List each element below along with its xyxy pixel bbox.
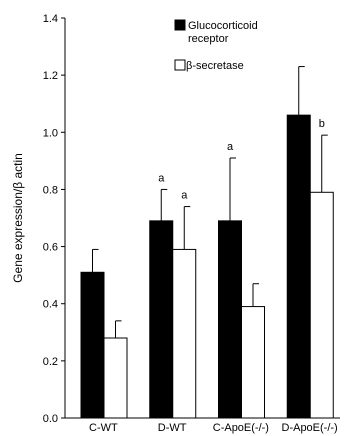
axes: [64, 18, 340, 419]
y-tick-label: 0.8: [43, 184, 58, 196]
bar-glucocorticoid-receptor: [218, 220, 242, 419]
bar-beta-secretase: [309, 191, 334, 419]
bar-beta-secretase: [103, 337, 128, 419]
bar-glucocorticoid-receptor: [286, 114, 311, 419]
significance-label: a: [227, 141, 234, 153]
y-tick-label: 1.0: [43, 127, 58, 139]
bars: [80, 114, 334, 419]
legend-swatch-beta-secretase: [174, 59, 186, 71]
y-axis-title: Gene expression/β actin: [11, 153, 25, 283]
category-labels: C-WT D-WT C-ApoE(-/-) D-ApoE(-/-): [89, 422, 338, 434]
y-tick-label: 0.2: [43, 356, 58, 368]
y-tick-label: 1.2: [43, 70, 58, 82]
bar-beta-secretase: [172, 248, 197, 419]
error-bars: [92, 66, 328, 338]
legend: Glucocorticoid receptor β-secretase: [174, 19, 261, 72]
significance-annotations: a a a b: [158, 118, 325, 201]
legend-swatch-glucocorticoid-receptor: [174, 19, 186, 31]
category-label: C-WT: [89, 422, 118, 434]
significance-label: b: [319, 118, 325, 130]
y-tick-label: 0.4: [43, 299, 58, 311]
category-label: D-WT: [158, 422, 187, 434]
legend-label-beta-secretase: β-secretase: [186, 60, 244, 72]
y-tick-label: 0.6: [43, 242, 58, 254]
bar-beta-secretase: [241, 306, 265, 419]
category-label: C-ApoE(-/-): [213, 422, 269, 434]
category-label: D-ApoE(-/-): [282, 422, 338, 434]
legend-label-glucocorticoid-receptor: Glucocorticoid receptor: [188, 20, 261, 45]
y-tick-label: 0.0: [43, 413, 58, 425]
significance-label: a: [158, 172, 165, 184]
bar-glucocorticoid-receptor: [149, 220, 174, 419]
significance-label: a: [181, 190, 188, 202]
y-axis-ticks: 0.0 0.2 0.4 0.6 0.8 1.0 1.2 1.4: [43, 13, 65, 425]
y-tick-label: 1.4: [43, 13, 58, 25]
bar-glucocorticoid-receptor: [80, 271, 105, 419]
